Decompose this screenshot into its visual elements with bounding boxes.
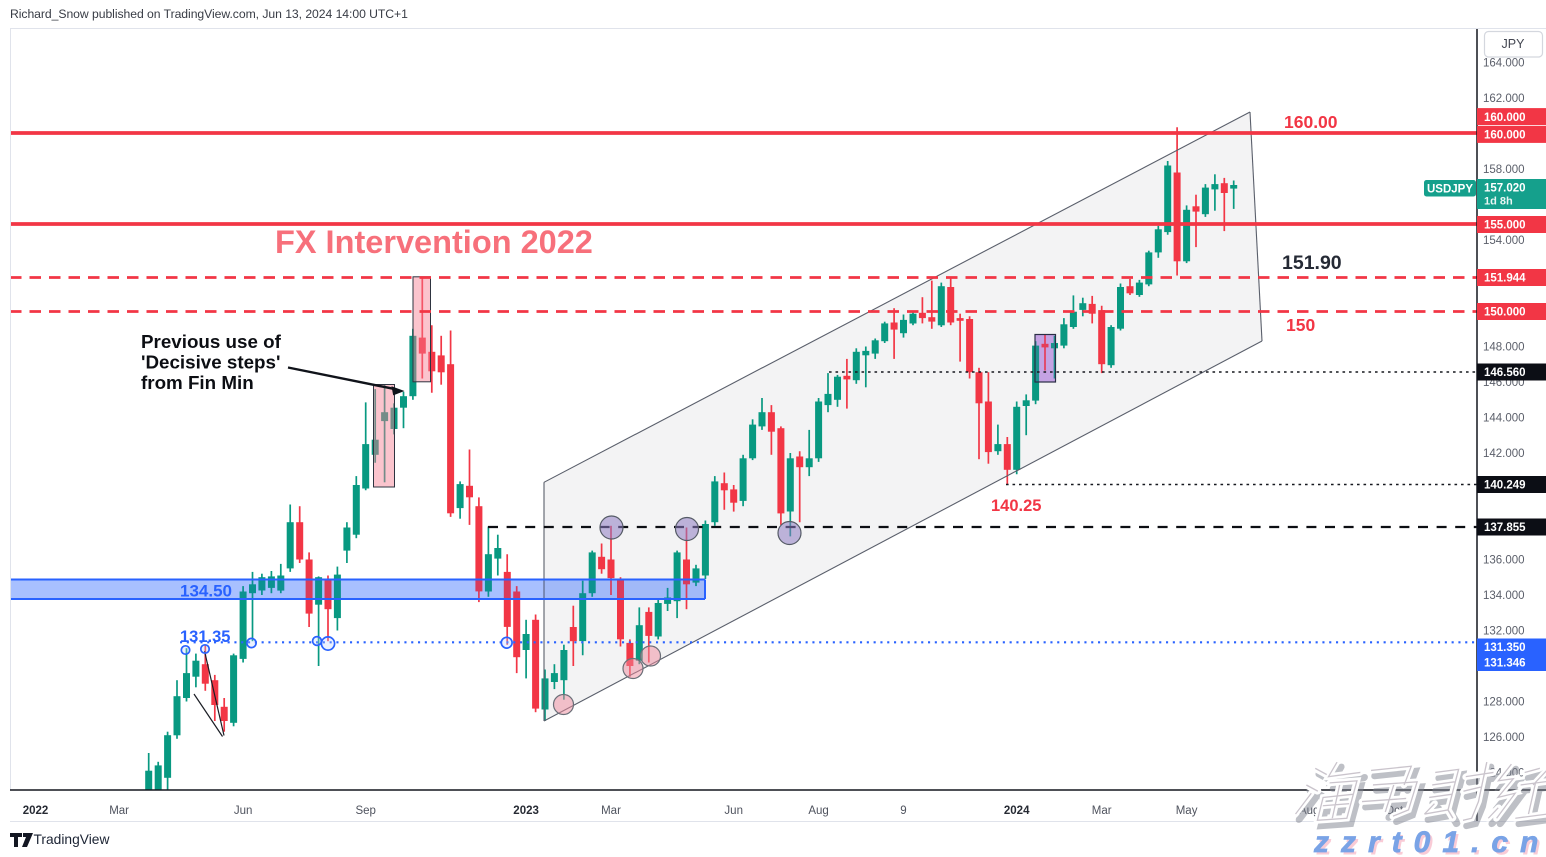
svg-text:2024: 2024 [1004, 805, 1030, 817]
svg-text:'Decisive steps': 'Decisive steps' [141, 352, 280, 373]
svg-text:154.000: 154.000 [1483, 235, 1525, 247]
svg-text:148.000: 148.000 [1483, 342, 1525, 354]
svg-text:2022: 2022 [23, 805, 49, 817]
svg-text:134.50: 134.50 [180, 582, 232, 601]
svg-text:JPY: JPY [1502, 37, 1526, 51]
svg-text:160.00: 160.00 [1284, 112, 1338, 132]
svg-text:150.000: 150.000 [1484, 307, 1526, 319]
svg-text:Aug: Aug [808, 805, 828, 817]
svg-text:131.350: 131.350 [1484, 642, 1526, 654]
svg-text:Mar: Mar [1092, 805, 1112, 817]
svg-text:Jun: Jun [724, 805, 743, 817]
svg-text:USDJPY: USDJPY [1427, 183, 1473, 195]
svg-text:126.000: 126.000 [1483, 732, 1525, 744]
svg-text:164.000: 164.000 [1483, 58, 1525, 70]
svg-text:Previous use of: Previous use of [141, 331, 282, 352]
svg-text:Mar: Mar [109, 805, 129, 817]
svg-text:2023: 2023 [513, 805, 539, 817]
svg-text:162.000: 162.000 [1483, 93, 1525, 105]
svg-text:131.35: 131.35 [180, 628, 230, 646]
svg-text:140.249: 140.249 [1484, 480, 1526, 492]
svg-text:144.000: 144.000 [1483, 413, 1525, 425]
svg-text:158.000: 158.000 [1483, 164, 1525, 176]
svg-text:157.020: 157.020 [1484, 183, 1526, 195]
svg-text:140.25: 140.25 [991, 497, 1041, 515]
svg-text:Mar: Mar [601, 805, 621, 817]
svg-text:9: 9 [900, 805, 906, 817]
svg-text:151.944: 151.944 [1484, 273, 1526, 285]
svg-text:1d 8h: 1d 8h [1484, 196, 1513, 208]
svg-text:146.560: 146.560 [1484, 367, 1526, 379]
svg-text:160.000: 160.000 [1484, 130, 1526, 142]
svg-text:Sep: Sep [355, 805, 375, 817]
svg-text:131.346: 131.346 [1484, 658, 1526, 670]
svg-text:May: May [1176, 805, 1198, 817]
svg-text:142.000: 142.000 [1483, 448, 1525, 460]
svg-text:137.855: 137.855 [1484, 522, 1526, 534]
svg-text:155.000: 155.000 [1484, 220, 1526, 232]
svg-text:FX Intervention 2022: FX Intervention 2022 [275, 224, 593, 260]
svg-text:128.000: 128.000 [1483, 697, 1525, 709]
svg-text:151.90: 151.90 [1282, 252, 1342, 274]
svg-text:Jun: Jun [234, 805, 253, 817]
svg-text:from Fin Min: from Fin Min [141, 372, 254, 393]
svg-text:136.000: 136.000 [1483, 555, 1525, 567]
svg-text:160.000: 160.000 [1484, 112, 1526, 124]
svg-text:132.000: 132.000 [1483, 626, 1525, 638]
svg-text:134.000: 134.000 [1483, 590, 1525, 602]
svg-text:150: 150 [1286, 315, 1315, 335]
